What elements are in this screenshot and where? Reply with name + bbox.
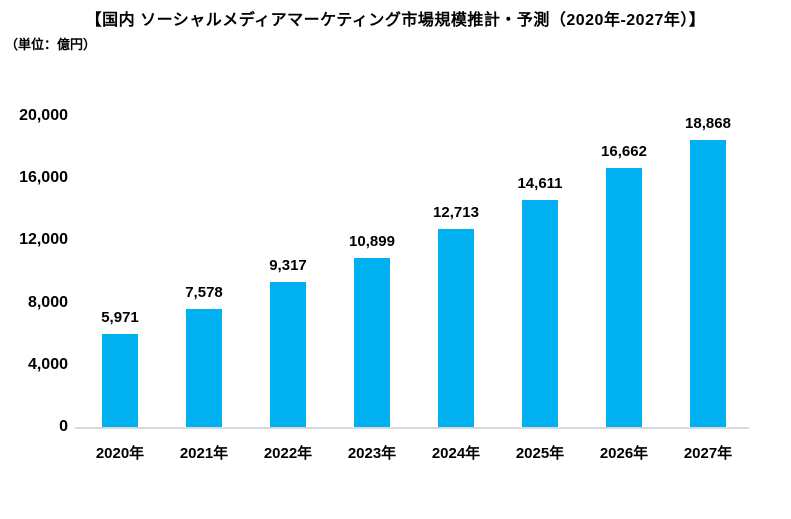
bar <box>186 309 222 427</box>
bar <box>438 229 474 427</box>
bar-value-label: 5,971 <box>101 309 139 326</box>
y-tick-label: 4,000 <box>27 355 68 373</box>
bar-group: 7,578 <box>162 116 246 427</box>
x-tick-label: 2025年 <box>515 445 565 462</box>
bar <box>102 334 138 427</box>
bar-value-label: 12,713 <box>433 204 479 221</box>
bar-value-label: 14,611 <box>517 175 563 192</box>
bar-group: 5,971 <box>78 116 162 427</box>
plot-area: 5,971 7,578 9,317 10,899 12,713 14,611 16,662 1… <box>78 116 750 427</box>
bar-value-label: 16,662 <box>601 143 647 160</box>
x-tick-label: 2022年 <box>263 445 313 462</box>
bar-value-label: 10,899 <box>349 233 395 250</box>
y-tick-label: 8,000 <box>27 293 68 311</box>
unit-label: （単位：億円） <box>5 37 97 52</box>
bar-group: 14,611 <box>498 116 582 427</box>
y-tick-label: 16,000 <box>19 169 68 187</box>
x-tick-label: 2023年 <box>347 445 397 462</box>
bar <box>606 168 642 427</box>
bar <box>522 200 558 427</box>
x-axis-labels: 2020年 2021年 2022年 2023年 2024年 2025年 2026年 2027年 <box>78 442 750 463</box>
x-tick-label: 2026年 <box>599 445 649 462</box>
bar <box>690 140 726 427</box>
bar-group: 16,662 <box>582 116 666 427</box>
bar-value-label: 9,317 <box>269 257 307 274</box>
y-tick-label: 20,000 <box>19 107 68 124</box>
x-tick-label: 2021年 <box>179 445 229 462</box>
bar-value-label: 18,868 <box>685 115 731 132</box>
x-tick-label: 2027年 <box>683 445 733 462</box>
y-tick-label: 12,000 <box>19 231 68 249</box>
bar-group: 9,317 <box>246 116 330 427</box>
bar-group: 12,713 <box>414 116 498 427</box>
bar-group: 10,899 <box>330 116 414 427</box>
bar-value-label: 7,578 <box>185 284 223 301</box>
y-tick-label: 0 <box>59 418 68 435</box>
bar-group: 18,868 <box>666 116 750 427</box>
x-tick-label: 2020年 <box>95 445 145 462</box>
chart-title: 【国内 ソーシャルメディアマーケティング市場規模推計・予測（2020年-2027… <box>85 12 706 29</box>
bar <box>354 258 390 427</box>
x-axis-line <box>75 427 749 429</box>
bar <box>270 282 306 427</box>
x-tick-label: 2024年 <box>431 445 481 462</box>
y-axis: 0 4,000 8,000 12,000 16,000 20,000 <box>0 0 68 519</box>
